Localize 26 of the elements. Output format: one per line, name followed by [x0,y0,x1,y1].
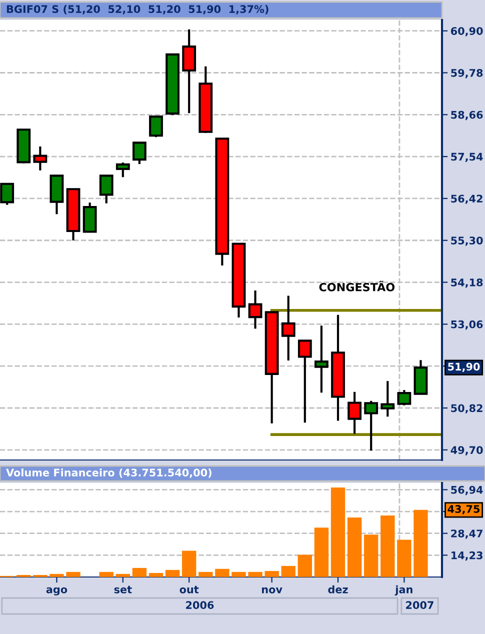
x-tick-label: ago [46,587,68,596]
y-tick-label: 49,70 [450,446,483,456]
y-tick-label: 58,66 [451,110,483,120]
annotation: 43,75 [448,505,480,514]
chart-title: Volume Financeiro (43.751.540,00) [6,468,212,478]
x-tick-label: nov [262,587,282,594]
y-tick-label: 59,78 [451,68,483,78]
x-tick-label: jan [394,585,412,596]
y-tick-label: 57,54 [451,152,483,162]
y-tick-label: 56,42 [451,194,482,204]
text: 2006 [186,601,214,610]
y-tick-label: 54,18 [451,278,483,288]
text: 2007 [406,601,434,610]
y-tick-label: 56,94 [451,486,483,496]
annotation: CONGESTÃO [319,280,395,292]
y-tick-label: 53,06 [451,320,483,330]
x-tick-label: dez [328,585,348,594]
annotation: 51,90 [448,362,480,372]
chart-title: BGIF07 S (51,20 52,10 51,20 51,90 1,37%) [6,4,268,14]
y-tick-label: 60,90 [450,27,483,36]
y-tick-label: 28,47 [451,530,482,539]
x-tick-label: set [114,586,132,594]
y-tick-label: 14,23 [452,551,482,561]
y-tick-label: 55,30 [451,236,483,246]
x-tick-label: out [180,586,199,594]
y-tick-label: 50,82 [451,404,482,414]
